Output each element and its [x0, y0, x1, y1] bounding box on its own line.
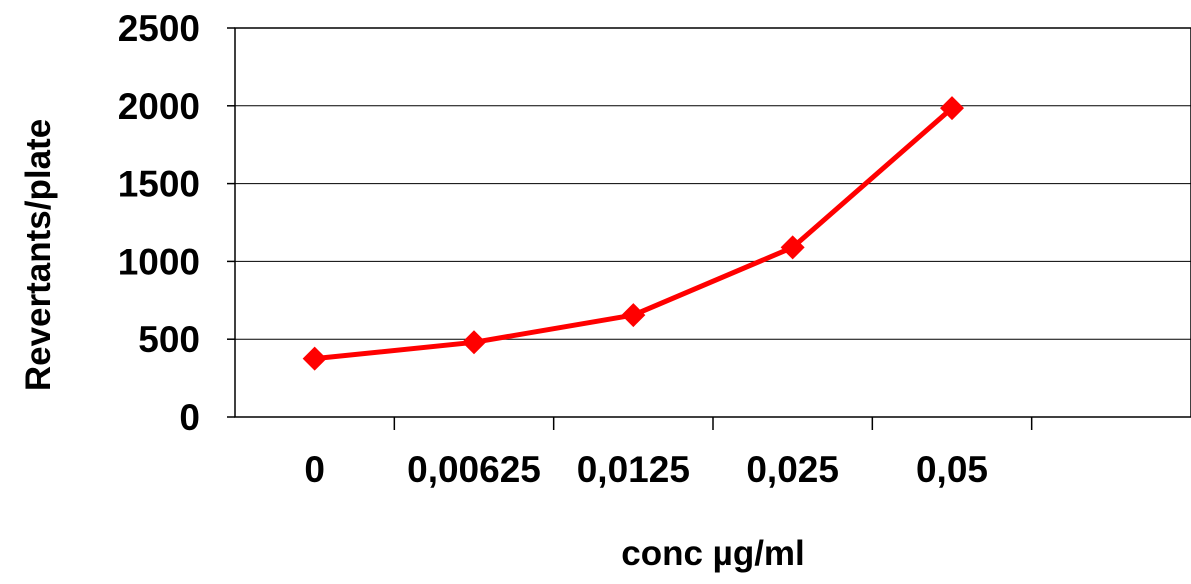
x-tick-label: 0,0125: [577, 449, 690, 490]
y-tick-label: 2500: [118, 8, 200, 49]
y-axis-title: Revertants/plate: [19, 119, 58, 391]
y-tick-label: 1000: [118, 241, 200, 282]
y-tick-label: 0: [179, 397, 200, 438]
y-tick-label: 1500: [118, 164, 200, 205]
y-tick-label: 500: [138, 319, 200, 360]
x-tick-label: 0,00625: [407, 449, 541, 490]
y-tick-label: 2000: [118, 86, 200, 127]
x-axis-title: conc µg/ml: [621, 534, 805, 573]
x-tick-label: 0,05: [916, 449, 988, 490]
x-tick-label: 0: [304, 449, 325, 490]
x-tick-label: 0,025: [746, 449, 839, 490]
